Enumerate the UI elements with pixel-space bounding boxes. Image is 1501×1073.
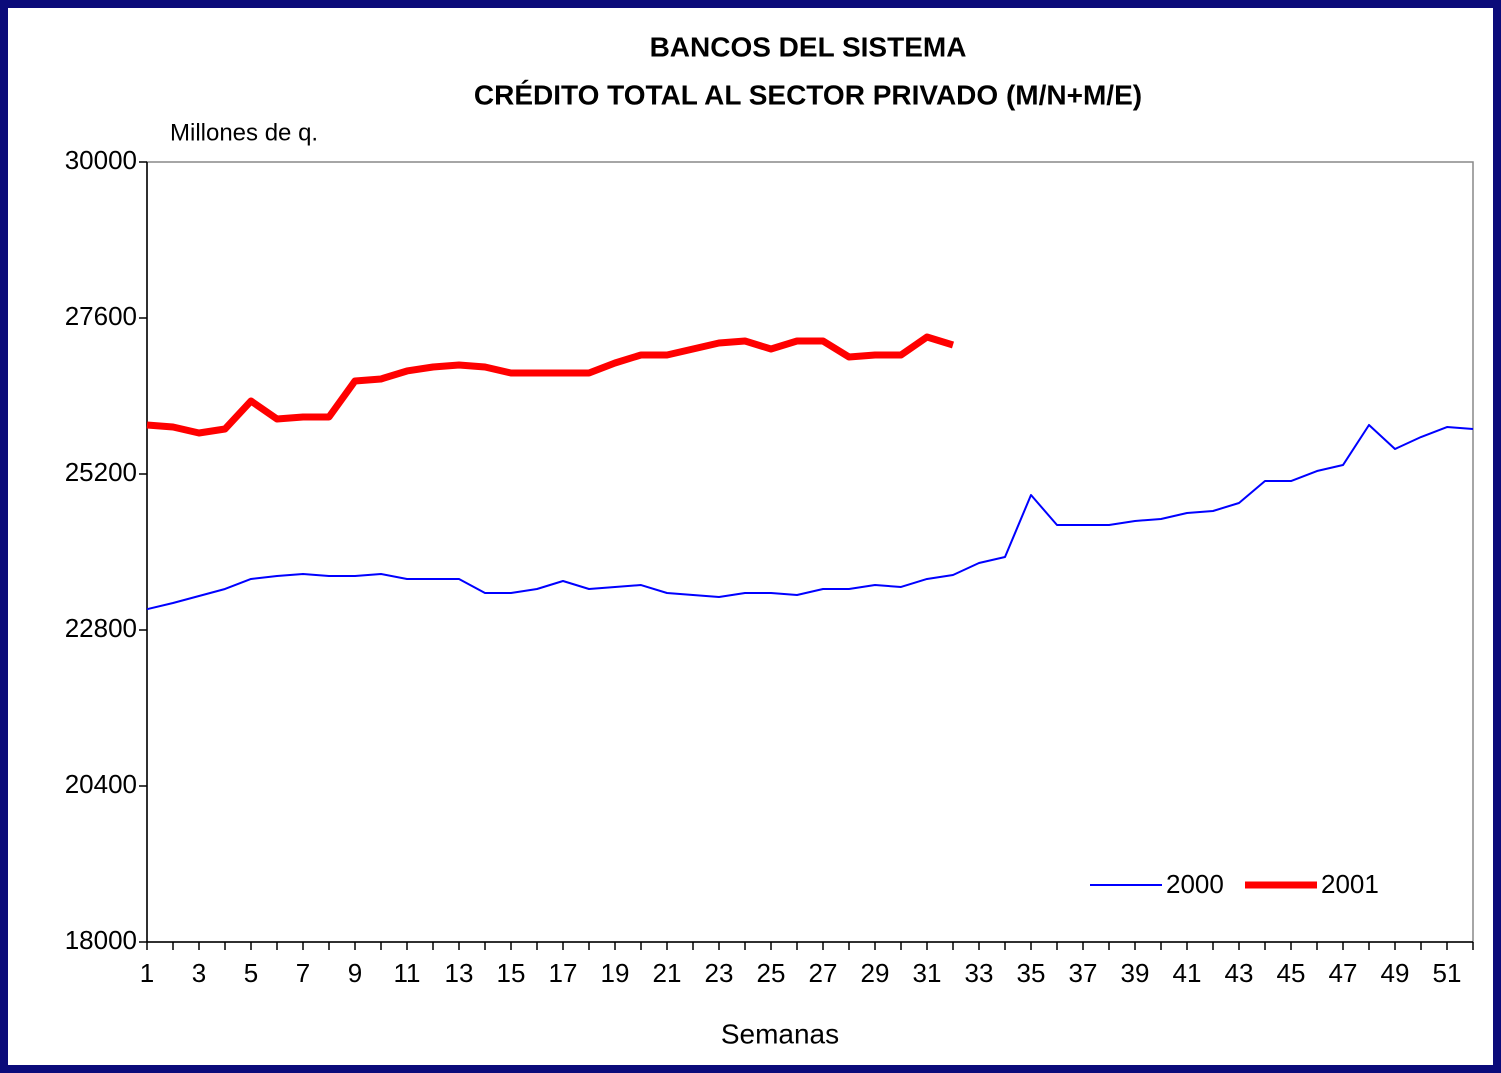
x-tick-label: 21 <box>653 958 682 988</box>
x-tick-label: 49 <box>1381 958 1410 988</box>
x-tick-label: 33 <box>965 958 994 988</box>
y-tick-label: 20400 <box>65 769 137 799</box>
x-tick-label: 5 <box>244 958 258 988</box>
x-tick-label: 25 <box>757 958 786 988</box>
chart-subtitle: CRÉDITO TOTAL AL SECTOR PRIVADO (M/N+M/E… <box>474 79 1142 110</box>
x-tick-label: 19 <box>601 958 630 988</box>
x-tick-label: 27 <box>809 958 838 988</box>
y-tick-label: 27600 <box>65 301 137 331</box>
x-tick-label: 15 <box>497 958 526 988</box>
x-tick-label: 41 <box>1173 958 1202 988</box>
y-tick-label: 18000 <box>65 925 137 955</box>
x-tick-label: 11 <box>394 958 421 988</box>
y-tick-label: 25200 <box>65 457 137 487</box>
x-tick-label: 45 <box>1277 958 1306 988</box>
x-tick-label: 43 <box>1225 958 1254 988</box>
y-tick-label: 22800 <box>65 613 137 643</box>
x-axis-label: Semanas <box>721 1018 839 1049</box>
y-tick-label: 30000 <box>65 145 137 175</box>
x-tick-label: 29 <box>861 958 890 988</box>
x-tick-label: 39 <box>1121 958 1150 988</box>
series-line <box>146 423 1474 611</box>
series-line <box>146 333 955 437</box>
x-tick-label: 47 <box>1329 958 1358 988</box>
legend-label: 2001 <box>1321 869 1379 899</box>
x-tick-label: 51 <box>1433 958 1462 988</box>
x-tick-label: 3 <box>192 958 206 988</box>
x-tick-label: 7 <box>296 958 310 988</box>
y-axis-label: Millones de q. <box>170 119 318 146</box>
x-tick-label: 13 <box>445 958 474 988</box>
chart-title: BANCOS DEL SISTEMA <box>650 31 967 62</box>
x-tick-label: 37 <box>1069 958 1098 988</box>
x-tick-label: 23 <box>705 958 734 988</box>
x-tick-label: 1 <box>140 958 154 988</box>
x-tick-label: 35 <box>1017 958 1046 988</box>
x-tick-label: 17 <box>549 958 578 988</box>
x-tick-label: 31 <box>913 958 942 988</box>
x-tick-label: 9 <box>348 958 362 988</box>
legend-label: 2000 <box>1166 869 1224 899</box>
